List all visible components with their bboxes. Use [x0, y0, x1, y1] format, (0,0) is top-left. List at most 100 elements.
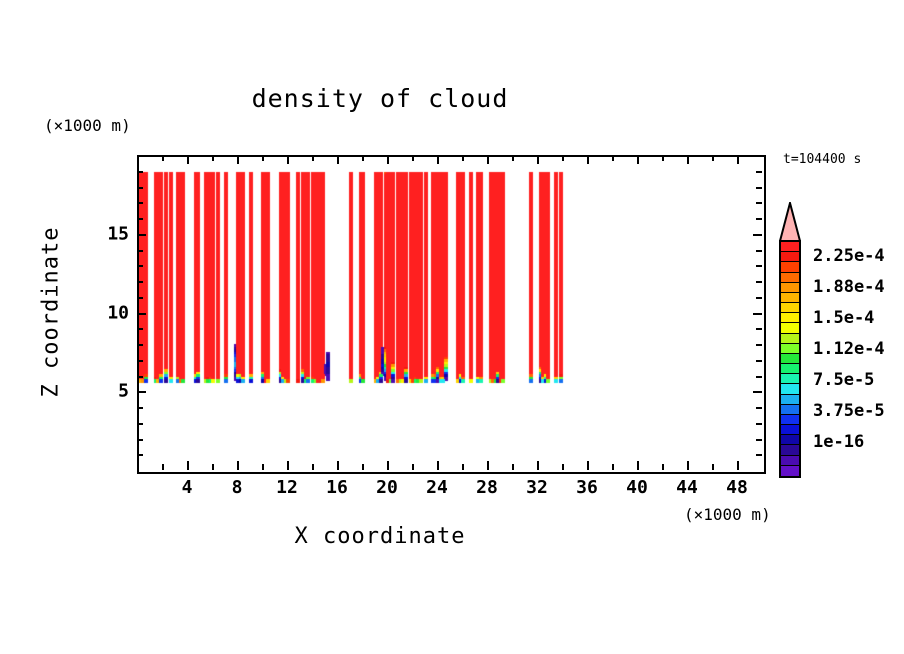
x-tick-label: 4 — [181, 477, 193, 498]
x-axis-title: X coordinate — [294, 524, 466, 549]
y-minor-tick-right — [756, 202, 762, 205]
contour-field — [139, 157, 764, 472]
colorbar-band — [781, 394, 799, 405]
x-minor-tick-top — [562, 155, 564, 161]
colorbar-band — [781, 323, 799, 334]
y-minor-tick-right — [756, 422, 762, 425]
x-minor-tick-top — [362, 155, 364, 161]
y-minor-tick — [137, 249, 143, 252]
x-major-tick — [387, 461, 389, 470]
y-minor-tick — [137, 359, 143, 362]
colorbar — [779, 240, 801, 478]
y-minor-tick-right — [756, 281, 762, 283]
colorbar-band — [781, 343, 799, 354]
colorbar-band — [781, 313, 799, 324]
x-major-tick-top — [237, 155, 239, 164]
y-minor-tick-right — [756, 186, 762, 189]
x-major-tick-top — [537, 155, 539, 164]
y-minor-tick — [137, 454, 143, 457]
x-major-tick — [237, 461, 239, 470]
x-minor-tick-top — [212, 155, 214, 161]
x-tick-label: 28 — [476, 477, 498, 498]
x-tick-label: 24 — [426, 477, 448, 498]
y-minor-tick-right — [756, 375, 762, 378]
colorbar-band — [781, 435, 799, 446]
x-minor-tick-top — [612, 155, 614, 161]
x-major-tick — [287, 461, 289, 470]
colorbar-band — [781, 272, 799, 283]
colorbar-band — [781, 465, 799, 476]
x-major-tick — [187, 461, 189, 470]
colorbar-band — [781, 384, 799, 395]
x-minor-tick — [412, 464, 414, 470]
y-minor-tick — [137, 438, 143, 441]
x-minor-tick-top — [412, 155, 414, 161]
x-minor-tick-top — [312, 155, 314, 161]
x-tick-label: 44 — [676, 477, 698, 498]
x-major-tick — [487, 461, 489, 470]
x-tick-label: 32 — [526, 477, 548, 498]
x-minor-tick — [362, 464, 364, 470]
y-minor-tick — [137, 265, 143, 268]
y-minor-tick-right — [756, 170, 762, 173]
x-major-tick-top — [387, 155, 389, 164]
x-minor-tick — [562, 464, 564, 470]
y-minor-tick — [137, 186, 143, 189]
x-minor-tick — [212, 464, 214, 470]
x-axis-unit-label: (×1000 m) — [684, 505, 771, 524]
x-minor-tick — [512, 464, 514, 470]
colorbar-band — [781, 333, 799, 344]
y-minor-tick — [137, 281, 143, 283]
x-major-tick-top — [287, 155, 289, 164]
colorbar-band — [781, 242, 799, 253]
colorbar-band — [781, 445, 799, 456]
y-tick-label: 5 — [118, 380, 129, 402]
colorbar-tick-label: 1.5e-4 — [813, 307, 875, 328]
x-major-tick — [687, 461, 689, 470]
colorbar-band — [781, 414, 799, 426]
y-minor-tick-right — [756, 296, 762, 299]
colorbar-band — [781, 364, 799, 375]
y-minor-tick — [137, 202, 143, 205]
colorbar-tick-label: 1.12e-4 — [813, 338, 885, 359]
x-minor-tick — [462, 464, 464, 470]
colorbar-tick-label: 3.75e-5 — [813, 400, 885, 421]
y-minor-tick-right — [756, 407, 762, 409]
y-minor-tick — [137, 344, 143, 346]
y-major-tick — [137, 233, 146, 236]
colorbar-tick-label: 1.88e-4 — [813, 276, 885, 297]
page-title: density of cloud — [251, 84, 509, 113]
colorbar-tick-label: 2.25e-4 — [813, 245, 885, 266]
x-major-tick — [437, 461, 439, 470]
y-minor-tick — [137, 218, 143, 220]
x-major-tick-top — [687, 155, 689, 164]
y-minor-tick — [137, 328, 143, 331]
x-minor-tick — [312, 464, 314, 470]
y-minor-tick-right — [756, 344, 762, 346]
x-minor-tick — [612, 464, 614, 470]
x-tick-label: 40 — [626, 477, 648, 498]
y-tick-label: 15 — [107, 223, 129, 245]
y-major-tick-right — [753, 233, 762, 236]
x-minor-tick-top — [162, 155, 164, 161]
colorbar-band — [781, 404, 799, 415]
x-major-tick-top — [737, 155, 739, 164]
x-minor-tick — [262, 464, 264, 470]
colorbar-band — [781, 303, 799, 314]
x-major-tick-top — [587, 155, 589, 164]
y-minor-tick-right — [756, 359, 762, 362]
y-minor-tick-right — [756, 454, 762, 457]
x-major-tick — [587, 461, 589, 470]
colorbar-band — [781, 353, 799, 365]
x-tick-label: 16 — [326, 477, 348, 498]
x-minor-tick-top — [712, 155, 714, 161]
y-minor-tick — [137, 407, 143, 409]
y-major-tick — [137, 312, 146, 315]
colorbar-band — [781, 455, 799, 466]
x-tick-label: 48 — [726, 477, 748, 498]
y-axis-title: Z coordinate — [38, 226, 64, 398]
y-minor-tick-right — [756, 328, 762, 331]
y-tick-label: 10 — [107, 302, 129, 323]
colorbar-band — [781, 262, 799, 273]
